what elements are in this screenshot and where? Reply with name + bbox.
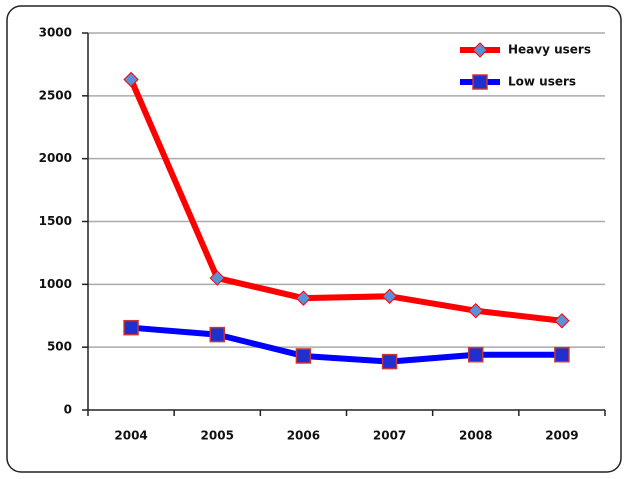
legend-label: Low users [508, 75, 576, 89]
marker [554, 346, 570, 363]
y-tick-label: 3000 [39, 26, 72, 40]
y-tick-label: 2000 [39, 151, 72, 165]
marker [472, 42, 488, 58]
x-tick-label: 2007 [373, 429, 406, 443]
marker [209, 270, 225, 286]
x-tick-label: 2008 [459, 429, 492, 443]
x-tick-label: 2004 [114, 429, 147, 443]
marker [468, 303, 484, 319]
marker [468, 346, 484, 363]
marker [123, 319, 139, 336]
marker [381, 353, 398, 370]
y-tick-label: 0 [64, 403, 72, 417]
y-tick-label: 1000 [39, 277, 72, 291]
marker [472, 74, 488, 90]
x-tick-label: 2009 [545, 429, 578, 443]
marker [209, 326, 225, 343]
x-tick-label: 2006 [287, 429, 320, 443]
x-tick-label: 2005 [201, 429, 234, 443]
y-tick-label: 500 [47, 340, 72, 354]
series-line [130, 324, 562, 365]
y-tick-label: 2500 [39, 88, 72, 102]
y-tick-label: 1500 [39, 214, 72, 228]
marker [295, 290, 312, 306]
legend-label: Heavy users [508, 43, 591, 57]
marker [123, 71, 139, 88]
marker [295, 348, 312, 364]
marker [381, 288, 398, 304]
marker [554, 313, 570, 329]
series-line [128, 78, 563, 324]
